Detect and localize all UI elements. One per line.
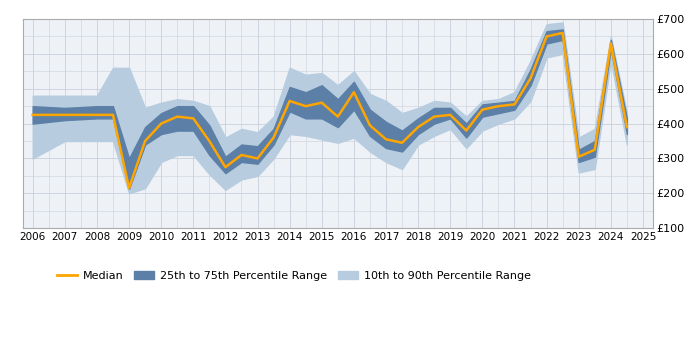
Legend: Median, 25th to 75th Percentile Range, 10th to 90th Percentile Range: Median, 25th to 75th Percentile Range, 1… <box>52 266 535 285</box>
